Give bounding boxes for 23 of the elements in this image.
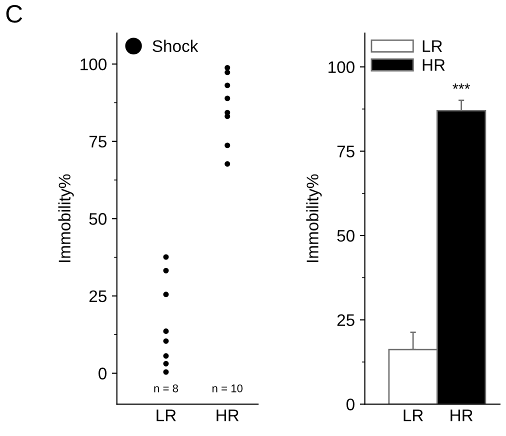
y-tick-label: 50	[89, 213, 107, 225]
y-tick-label: 0	[346, 398, 354, 410]
x-tick-label: LR	[156, 410, 176, 422]
y-tick-label: 100	[80, 58, 107, 70]
y-axis-title: Immobility%	[58, 174, 74, 262]
y-tick-label: 50	[337, 230, 354, 242]
legend-label: Shock	[152, 40, 198, 52]
y-tick-label: 75	[89, 136, 106, 148]
y-axis-title: Immobility%	[306, 174, 322, 262]
y-tick-label: 25	[337, 314, 354, 326]
y-tick-label: 25	[89, 290, 106, 302]
legend-label: HR	[422, 59, 445, 71]
legend-label: LR	[422, 40, 442, 52]
y-tick-label: 100	[328, 61, 354, 74]
y-tick-label: 75	[337, 146, 354, 158]
chart-title: C	[6, 5, 22, 23]
annotation: ***	[452, 84, 470, 89]
annotation: n = 10	[212, 384, 243, 392]
annotation: n = 8	[154, 384, 178, 392]
x-tick-label: HR	[450, 410, 473, 422]
x-tick-label: LR	[404, 410, 423, 422]
y-tick-label: 0	[98, 368, 107, 380]
x-tick-label: HR	[216, 410, 239, 422]
